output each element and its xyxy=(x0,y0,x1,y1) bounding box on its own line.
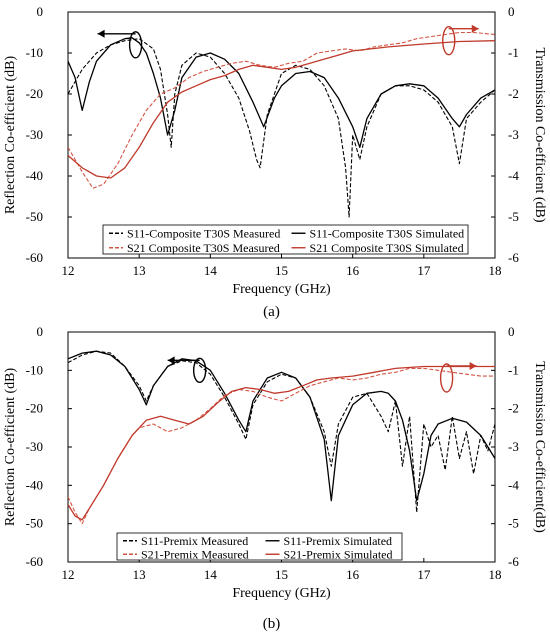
x-axis-label: Frequency (GHz) xyxy=(232,586,331,601)
legend-label: S11-Premix Measured xyxy=(141,534,248,548)
y-tick-label: 0 xyxy=(37,324,44,339)
y-tick-label: -30 xyxy=(26,127,43,142)
legend-label: S11-Composite T30S Simulated xyxy=(310,226,465,240)
legend-label: S11-Composite T30S Measured xyxy=(127,226,280,240)
y-tick-label: -60 xyxy=(26,250,43,265)
axis-indicator-arrowhead xyxy=(471,24,479,33)
x-tick-label: 17 xyxy=(417,263,431,278)
y2-tick-label: -6 xyxy=(508,250,519,265)
chart-panel-0: 12 13 14 15 16 17 18 0 -10 -20 -30 -40 -50 -60 0 -1 -2 -3… xyxy=(3,4,547,320)
x-tick-label: 16 xyxy=(346,567,360,582)
y-tick-label: -10 xyxy=(26,362,43,377)
legend-label: S21-Premix Measured xyxy=(141,547,249,561)
y2-tick-label: -3 xyxy=(508,127,519,142)
x-tick-label: 14 xyxy=(204,567,218,582)
y2-tick-label: 0 xyxy=(508,4,515,19)
y2-tick-label: -1 xyxy=(508,362,519,377)
y-tick-label: -30 xyxy=(26,439,43,454)
x-tick-label: 18 xyxy=(489,567,502,582)
axis-indicator-ellipse xyxy=(439,363,454,393)
chart-caption: (a) xyxy=(263,304,280,320)
x-tick-label: 15 xyxy=(275,263,288,278)
axis-indicator-ellipse xyxy=(192,357,207,384)
y2-tick-label: -5 xyxy=(508,516,519,531)
x-tick-label: 18 xyxy=(489,263,502,278)
y2-tick-label: -4 xyxy=(508,477,519,492)
x-tick-label: 16 xyxy=(346,263,360,278)
axis-indicator-arrowhead xyxy=(97,29,105,38)
y2-tick-label: -2 xyxy=(508,401,519,416)
y2-tick-label: -2 xyxy=(508,86,519,101)
y2-tick-label: -4 xyxy=(508,168,519,183)
legend-box xyxy=(116,532,403,561)
series-line-2 xyxy=(68,31,495,189)
series-line-0 xyxy=(68,38,495,218)
axis-indicator-arrowhead xyxy=(469,362,477,370)
x-axis-label: Frequency (GHz) xyxy=(232,282,331,297)
y-tick-label: -20 xyxy=(26,86,43,101)
y-tick-label: -50 xyxy=(26,209,43,224)
y-axis-label: Reflection Co-efficient (dB) xyxy=(3,55,18,214)
x-tick-label: 13 xyxy=(133,263,146,278)
x-tick-label: 15 xyxy=(275,567,288,582)
x-tick-label: 17 xyxy=(417,567,431,582)
series-line-3 xyxy=(68,365,495,521)
legend-box xyxy=(102,224,469,255)
y-tick-label: 0 xyxy=(37,4,44,19)
axis-indicator-ellipse xyxy=(128,31,143,59)
series-line-1 xyxy=(68,37,495,148)
series-line-0 xyxy=(68,350,495,513)
series-line-1 xyxy=(68,350,495,502)
series-line-2 xyxy=(68,367,495,525)
y2-tick-label: -5 xyxy=(508,209,519,224)
legend-label: S21 Composite T30S Measured xyxy=(127,241,280,255)
y2-tick-label: -1 xyxy=(508,45,519,60)
y2-axis-label: Transmission Co-efficient(dB) xyxy=(532,361,547,533)
y-tick-label: -60 xyxy=(26,554,43,569)
axis-indicator-arrowhead xyxy=(167,356,175,365)
chart-panel-1: 12 13 14 15 16 17 18 0 -10 -20 -30 -40 -50 -60 0 -1 -2 -3… xyxy=(3,324,547,632)
y-tick-label: -20 xyxy=(26,401,43,416)
legend-label: S11-Premix Simulated xyxy=(284,534,393,548)
y-tick-label: -40 xyxy=(26,168,43,183)
x-tick-label: 12 xyxy=(62,567,75,582)
x-tick-label: 13 xyxy=(133,567,146,582)
y2-tick-label: 0 xyxy=(508,324,515,339)
y-axis-label: Reflection Co-efficient (dB) xyxy=(3,367,18,526)
series-line-3 xyxy=(68,40,495,179)
legend-label: S21-Premix Simulated xyxy=(284,547,393,561)
x-tick-label: 14 xyxy=(204,263,218,278)
y-tick-label: -10 xyxy=(26,45,43,60)
axis-indicator-ellipse xyxy=(442,26,456,56)
y2-axis-label: Transmission Co-efficient (dB) xyxy=(532,48,547,223)
y2-tick-label: -6 xyxy=(508,554,519,569)
y-tick-label: -40 xyxy=(26,477,43,492)
y2-tick-label: -3 xyxy=(508,439,519,454)
y-tick-label: -50 xyxy=(26,516,43,531)
x-tick-label: 12 xyxy=(62,263,75,278)
chart-caption: (b) xyxy=(263,616,281,632)
legend-label: S21 Composite T30S Simulated xyxy=(310,241,464,255)
